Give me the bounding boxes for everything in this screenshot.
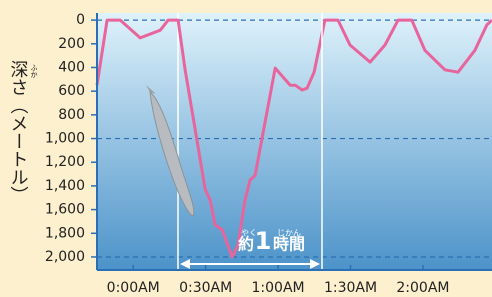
annotation: 時間 [273, 235, 305, 254]
x-tick-label: 2:00AM [396, 280, 449, 296]
y-tick-label: 200 [58, 36, 85, 52]
y-tick-label: 1,000 [45, 131, 85, 147]
y-tick-label: 2,000 [45, 249, 85, 265]
annotation: 約 [238, 235, 254, 254]
y-tick-label: 600 [58, 83, 85, 99]
x-tick-label: 1:00AM [252, 280, 305, 296]
y-axis-label: 深さ（メートル） [8, 60, 29, 204]
y-tick-label: 1,600 [45, 202, 85, 218]
x-tick-label: 1:30AM [324, 280, 377, 296]
y-tick-label: 400 [58, 59, 85, 75]
y-tick-label: 1,200 [45, 154, 85, 170]
y-tick-label: 800 [58, 107, 85, 123]
annotation: 1 [255, 227, 272, 255]
y-axis-label-ruby: ふか [30, 64, 38, 78]
chart: やく じかん 約 1 時間 深さ（メートル） ふか 02004006008001… [0, 0, 492, 297]
x-tick-label: 0:30AM [179, 280, 232, 296]
x-tick-label: 0:00AM [107, 280, 160, 296]
y-tick-label: 0 [76, 12, 85, 28]
y-tick-label: 1,800 [45, 225, 85, 241]
y-tick-label: 1,400 [45, 178, 85, 194]
